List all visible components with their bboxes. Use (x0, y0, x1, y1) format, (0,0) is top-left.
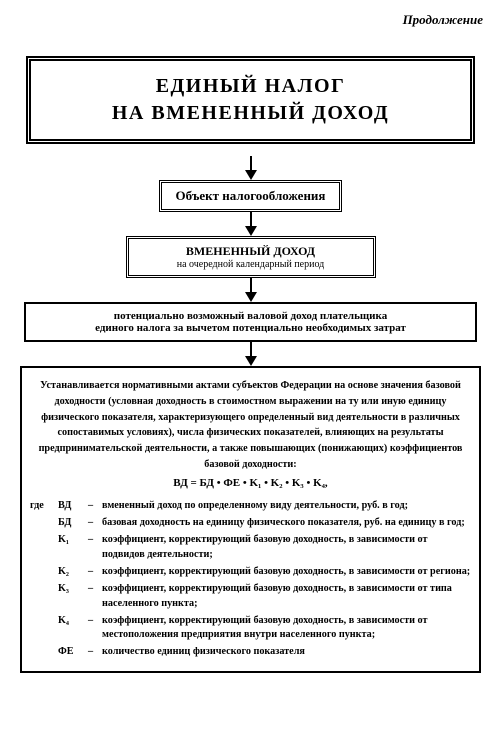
def-row: K₄ – коэффициент, корректирующий базовую… (30, 614, 471, 643)
potential-line1: потенциально возможный валовой доход пла… (34, 310, 467, 322)
def-symbol: ВД (58, 499, 88, 513)
connector-1 (18, 156, 483, 180)
def-symbol: K₂ (58, 565, 88, 579)
formula: ВД = БД • ФЕ • K₁ • K₂ • K₃ • K₄, (30, 477, 471, 489)
def-desc: коэффициент, корректирующий базовую дохо… (102, 582, 471, 611)
definitions: где ВД – вмененный доход по определенном… (30, 499, 471, 660)
def-row: ФЕ – количество единиц физического показ… (30, 645, 471, 659)
def-desc: базовая доходность на единицу физическог… (102, 516, 471, 530)
def-symbol: K₄ (58, 614, 88, 628)
paragraph: Устанавливается нормативными актами субъ… (30, 378, 471, 473)
connector-4 (18, 342, 483, 366)
def-row: где ВД – вмененный доход по определенном… (30, 499, 471, 513)
object-box: Объект налогообложения (159, 180, 343, 212)
def-desc: вмененный доход по определенному виду де… (102, 499, 471, 513)
big-box: Устанавливается нормативными актами субъ… (20, 366, 481, 673)
continuation-label: Продолжение (18, 12, 483, 28)
def-row: K₃ – коэффициент, корректирующий базовую… (30, 582, 471, 611)
vmen-line1: ВМЕНЕННЫЙ ДОХОД (139, 244, 363, 259)
title-box: ЕДИНЫЙ НАЛОГ НА ВМЕНЕННЫЙ ДОХОД (26, 56, 475, 144)
def-symbol: K₃ (58, 582, 88, 596)
def-symbol: БД (58, 516, 88, 530)
title-line2: НА ВМЕНЕННЫЙ ДОХОД (39, 102, 462, 125)
def-desc: коэффициент, корректирующий базовую дохо… (102, 533, 471, 562)
where-label: где (30, 499, 58, 513)
def-row: K₂ – коэффициент, корректирующий базовую… (30, 565, 471, 579)
def-row: БД – базовая доходность на единицу физич… (30, 516, 471, 530)
def-desc: коэффициент, корректирующий базовую дохо… (102, 565, 471, 579)
potential-line2: единого налога за вычетом потенциально н… (34, 322, 467, 334)
def-desc: количество единиц физического показателя (102, 645, 471, 659)
connector-3 (18, 278, 483, 302)
def-row: K₁ – коэффициент, корректирующий базовую… (30, 533, 471, 562)
vmen-box: ВМЕНЕННЫЙ ДОХОД на очередной календарный… (126, 236, 376, 278)
vmen-line2: на очередной календарный период (139, 259, 363, 270)
def-symbol: ФЕ (58, 645, 88, 659)
title-line1: ЕДИНЫЙ НАЛОГ (39, 75, 462, 98)
connector-2 (18, 212, 483, 236)
def-symbol: K₁ (58, 533, 88, 547)
def-desc: коэффициент, корректирующий базовую дохо… (102, 614, 471, 643)
potential-box: потенциально возможный валовой доход пла… (24, 302, 477, 342)
